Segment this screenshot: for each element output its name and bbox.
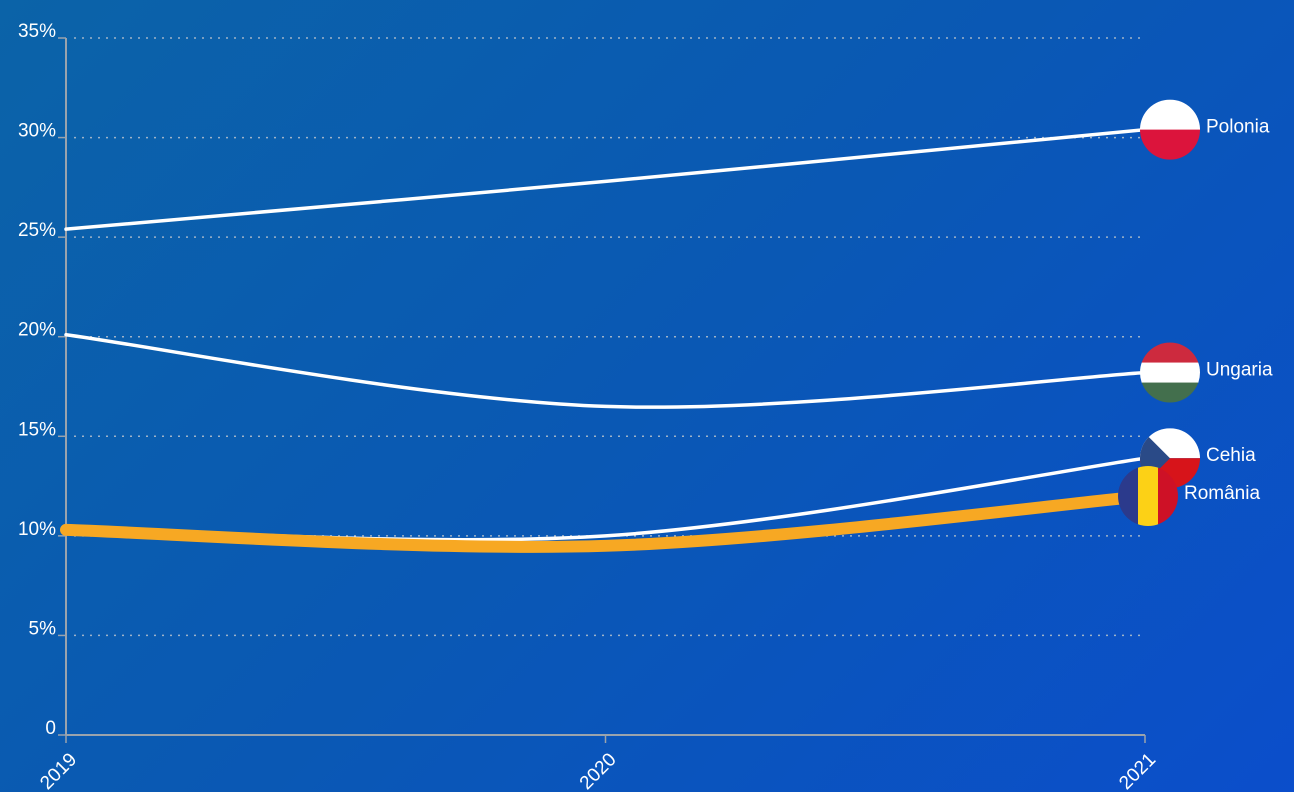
series-line	[64, 332, 1147, 409]
flag-stripe	[1140, 342, 1200, 364]
flag-stripe	[1138, 466, 1159, 527]
legend-label: Ungaria	[1206, 360, 1273, 381]
y-tick-label: 10%	[18, 519, 56, 540]
legend-label: Cehia	[1206, 445, 1256, 466]
flag-stripe	[1118, 466, 1139, 527]
y-tick-label: 25%	[18, 220, 56, 241]
flag-stripe	[1140, 129, 1200, 160]
y-tick-label: 20%	[18, 320, 56, 341]
x-tick-label: 2020	[576, 749, 621, 792]
flag-stripe	[1140, 362, 1200, 384]
flag-stripe	[1140, 99, 1200, 131]
x-tick-label: 2019	[36, 749, 81, 792]
legend-label: România	[1184, 483, 1260, 504]
y-tick-label: 30%	[18, 121, 56, 142]
series-line	[64, 456, 1147, 542]
y-tick-label: 5%	[29, 618, 57, 639]
series-line	[60, 490, 1151, 553]
y-tick-label: 15%	[18, 419, 56, 440]
flag	[1140, 342, 1200, 403]
legend-label: Polonia	[1206, 117, 1270, 138]
y-tick-label: 35%	[18, 21, 56, 42]
flag	[1118, 466, 1178, 527]
series-line	[64, 127, 1147, 231]
x-tick-label: 2021	[1115, 749, 1160, 792]
flag	[1140, 99, 1200, 160]
flag-stripe	[1140, 382, 1200, 403]
y-tick-label: 0	[45, 718, 56, 739]
flag-stripe	[1158, 466, 1178, 527]
